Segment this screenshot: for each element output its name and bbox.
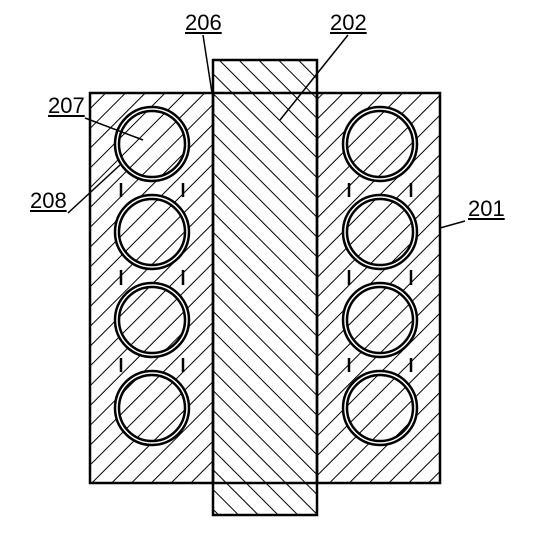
label-208: 208: [30, 188, 67, 214]
ball: [119, 375, 185, 441]
ball: [119, 199, 185, 265]
cross-section-svg: [0, 0, 537, 540]
ball: [119, 287, 185, 353]
ball: [347, 199, 413, 265]
label-206: 206: [185, 10, 222, 36]
ball: [347, 375, 413, 441]
ball: [347, 287, 413, 353]
center-shaft: [213, 60, 317, 515]
diagram-root: 206 202 207 208 201: [0, 0, 537, 540]
ball: [347, 111, 413, 177]
ball: [119, 111, 185, 177]
label-207: 207: [48, 93, 85, 119]
leader-line: [203, 35, 212, 93]
label-201: 201: [468, 196, 505, 222]
label-202: 202: [330, 10, 367, 36]
leader-line: [440, 221, 465, 228]
